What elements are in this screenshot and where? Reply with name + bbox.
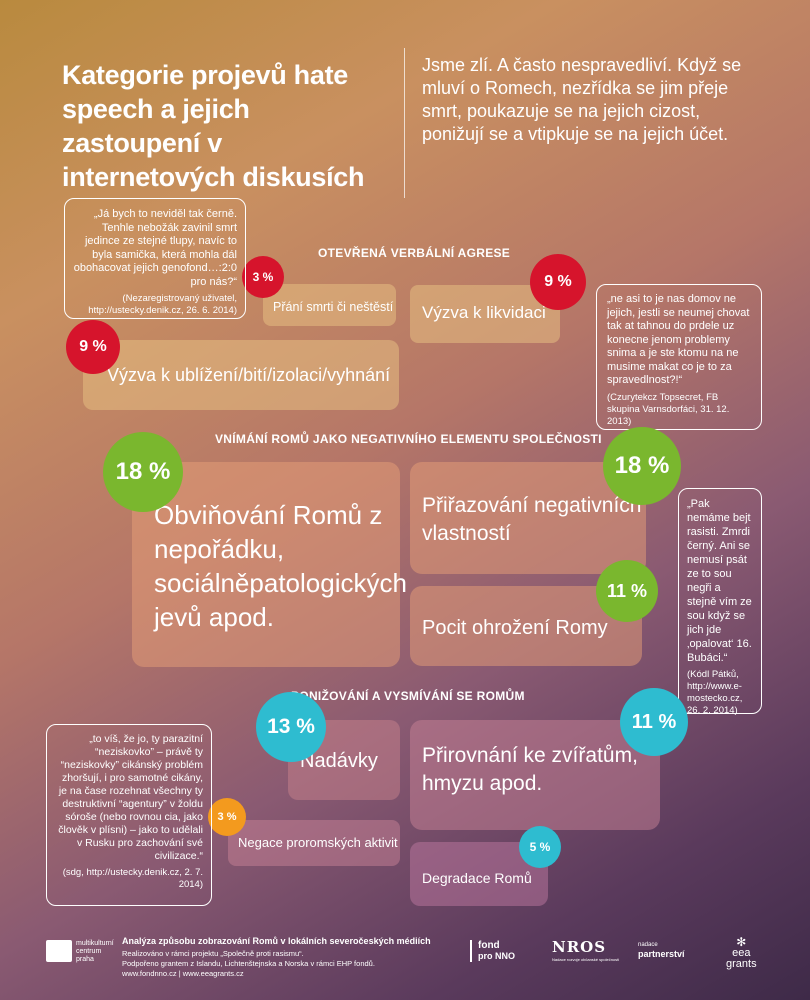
category-blaming-roma-label: Obviňování Romů z nepořádku, sociálněpat… [154,500,407,632]
percent-badge-blaming-roma: 18 % [103,432,183,512]
section-heading-negative-element: Vnímání Romů jako negativního elementu s… [215,432,602,446]
category-call-to-liquidate-label: Výzva k likvidaci [422,303,546,322]
footer-line-2: Podpořeno grantem z Islandu, Lichtenštej… [122,959,375,968]
intro-text: Jsme zlí. A často nespravedliví. Když se… [422,55,742,144]
eea-star-icon: ✻ [736,935,747,949]
category-blaming-roma: Obviňování Romů z nepořádku, sociálněpat… [132,462,407,667]
logo-mkc-text: multikulturní centrum praha [76,940,114,963]
logo-fond-nno-b: pro NNO [478,951,515,961]
percent-badge-degradation: 5 % [519,826,561,868]
category-death-wish: Přání smrti či neštěstí [263,284,396,326]
quote-1-source: (Nezaregistrovaný uživatel, http://ustec… [88,293,237,316]
category-degradation-label: Degradace Romů [422,870,532,886]
category-animal-comparison: Přirovnání ke zvířatům, hmyzu apod. [410,720,660,830]
section-heading-humiliation: Ponižování a vysmívání se Romům [291,689,525,703]
footer-line-3[interactable]: www.fondnno.cz | www.eeagrants.cz [122,969,244,978]
footer: multikulturní centrum praha Analýza způs… [0,928,810,1000]
category-negative-traits-label: Přiřazování negativních vlastností [422,494,642,545]
category-death-wish-label: Přání smrti či neštěstí [273,300,394,314]
percent-badge-negative-traits: 18 % [603,427,681,505]
logo-eea-a: eea [732,947,751,959]
logo-nadace-a: nadace [638,942,658,948]
quote-3-source: (Kódl Pátků, http://www.e-mostecko.cz, 2… [687,669,743,716]
logo-eea-grants: ✻ eea grants [726,936,757,970]
footer-line-1: Realizováno v rámci projektu „Společně p… [122,949,304,958]
category-threat-perception: Pocit ohrožení Romy [410,586,642,666]
percent-badge-insults: 13 % [256,692,326,762]
logo-fond-nno-a: fond [478,940,500,951]
quote-box-1: „Já bych to neviděl tak černě. Tenhle ne… [64,198,246,319]
percent-badge-call-to-harm: 9 % [66,320,120,374]
footer-heading: Analýza způsobu zobrazování Romů v lokál… [122,936,431,946]
category-negation-pro-roma: Negace proromských aktivit [228,820,400,866]
logo-mkc [46,940,72,962]
quote-3-text: „Pak nemáme bejt rasisti. Zmrdi černý. A… [687,498,752,664]
category-insults-label: Nadávky [300,750,378,772]
percent-badge-animal-comparison: 11 % [620,688,688,756]
logo-nadace-partnerstvi: nadace partnerství [638,942,685,959]
quote-1-text: „Já bych to neviděl tak černě. Tenhle ne… [73,208,237,288]
logo-eea-b: grants [726,958,757,970]
category-threat-perception-label: Pocit ohrožení Romy [422,617,608,639]
logo-nros: NROS Nadace rozvoje občanské společnosti [552,938,619,962]
quote-box-2: „ne asi to je nas domov ne jejich, jestl… [596,284,762,430]
quote-2-text: „ne asi to je nas domov ne jejich, jestl… [607,293,750,386]
quote-box-4: „to víš, že jo, ty parazitní “neziskovko… [46,724,212,906]
logo-nadace-b: partnerství [638,949,685,959]
header-divider [404,48,405,198]
percent-badge-negation-pro-roma: 3 % [208,798,246,836]
category-call-to-harm: Výzva k ublížení/bití/izolaci/vyhnání [83,340,399,410]
percent-badge-call-to-liquidate: 9 % [530,254,586,310]
percent-badge-death-wish: 3 % [242,256,284,298]
quote-box-3: „Pak nemáme bejt rasisti. Zmrdi černý. A… [678,488,762,716]
quote-4-text: „to víš, že jo, ty parazitní “neziskovko… [58,733,203,862]
category-negation-pro-roma-label: Negace proromských aktivit [238,835,398,850]
percent-badge-threat-perception: 11 % [596,560,658,622]
quote-4-source: (sdg, http://ustecky.denik.cz, 2. 7. 201… [62,867,203,890]
logo-nros-text: NROS [552,938,607,956]
quote-2-source: (Czurytekcz Topsecret, FB skupina Varnsd… [607,391,730,427]
category-animal-comparison-label: Přirovnání ke zvířatům, hmyzu apod. [422,744,638,795]
logo-nros-sub: Nadace rozvoje občanské společnosti [552,957,620,962]
logo-fond-nno: fond pro NNO [470,940,515,962]
page-title: Kategorie projevů hate speech a jejich z… [62,60,365,192]
category-call-to-harm-label: Výzva k ublížení/bití/izolaci/vyhnání [107,365,391,385]
section-heading-verbal-aggression: Otevřená verbální agrese [318,246,511,260]
